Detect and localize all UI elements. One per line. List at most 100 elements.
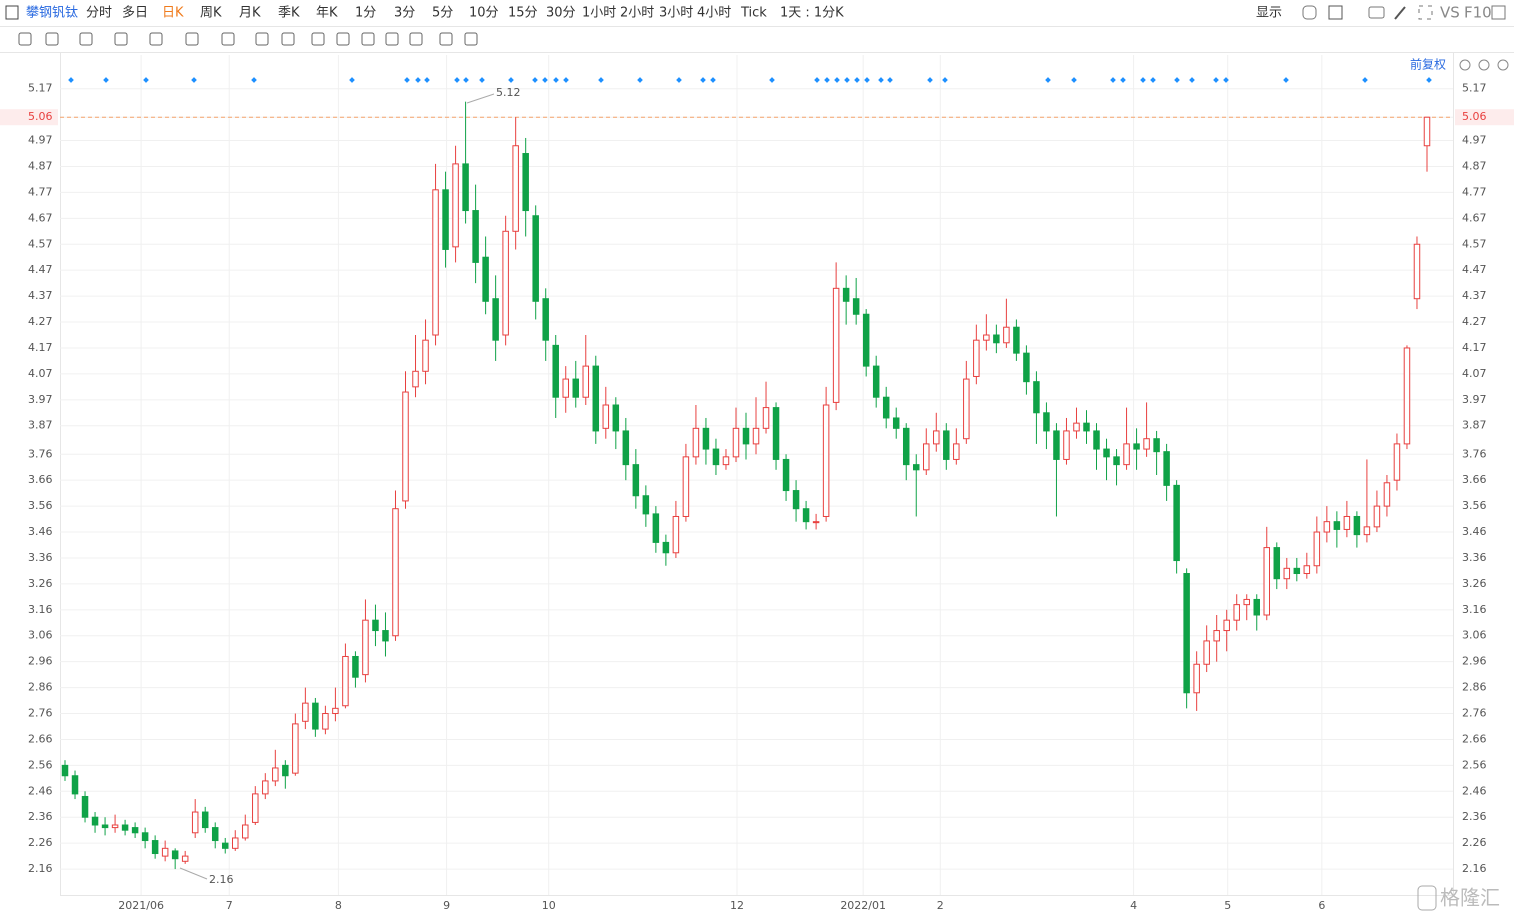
event-marker[interactable] [542,77,548,83]
period-tab[interactable]: 分时 [86,6,112,21]
event-marker[interactable] [1110,77,1116,83]
event-marker[interactable] [942,77,948,83]
period-tab[interactable]: 2小时 [620,6,654,21]
tool-icon[interactable] [114,32,128,46]
event-marker[interactable] [404,77,410,83]
event-marker[interactable] [814,77,820,83]
tool-icon[interactable] [361,32,375,46]
event-marker[interactable] [68,77,74,83]
period-tab[interactable]: 1天 : 1分K [780,6,844,21]
event-marker[interactable] [1283,77,1289,83]
event-marker[interactable] [532,77,538,83]
event-marker[interactable] [143,77,149,83]
sidebar-icon[interactable] [5,5,19,20]
camera-icon[interactable] [1368,6,1385,19]
y-tick-label: 2.26 [28,836,53,849]
tool-icon[interactable] [336,32,350,46]
event-marker[interactable] [700,77,706,83]
period-tab[interactable]: 周K [200,6,222,21]
event-marker[interactable] [1213,77,1219,83]
tool-icon[interactable] [409,32,423,46]
candle-body [1223,619,1230,632]
period-tab[interactable]: 5分 [432,6,453,21]
period-tab[interactable]: 30分 [546,6,576,21]
event-marker[interactable] [463,77,469,83]
tool-icon[interactable] [311,32,325,46]
tool-icon[interactable] [281,32,295,46]
period-tab[interactable]: 15分 [508,6,538,21]
layout-icon[interactable] [1328,5,1343,20]
event-marker[interactable] [1045,77,1051,83]
vs-button[interactable]: VS [1440,4,1460,22]
panel-icon[interactable] [1491,5,1506,20]
period-tab[interactable]: 1分 [355,6,376,21]
event-marker[interactable] [710,77,716,83]
tool-icon[interactable] [79,32,93,46]
period-tab[interactable]: 1小时 [582,6,616,21]
tool-icon[interactable] [18,32,32,46]
event-marker[interactable] [553,77,559,83]
event-marker[interactable] [1150,77,1156,83]
draw-icon[interactable] [1394,6,1406,20]
period-tab[interactable]: 4小时 [697,6,731,21]
undo-icon[interactable] [1459,59,1471,71]
tool-icon[interactable] [439,32,453,46]
fullscreen-icon[interactable] [1418,5,1433,20]
event-marker[interactable] [637,77,643,83]
event-marker[interactable] [864,77,870,83]
settings-icon[interactable] [1302,5,1317,20]
tool-icon[interactable] [149,32,163,46]
event-marker[interactable] [103,77,109,83]
tool-icon[interactable] [464,32,478,46]
stock-name[interactable]: 攀钢钒钛 [26,6,78,21]
event-marker[interactable] [844,77,850,83]
event-marker[interactable] [563,77,569,83]
event-marker[interactable] [424,77,430,83]
event-marker[interactable] [508,77,514,83]
event-marker[interactable] [887,77,893,83]
event-marker[interactable] [854,77,860,83]
event-marker[interactable] [927,77,933,83]
event-marker[interactable] [454,77,460,83]
event-marker[interactable] [676,77,682,83]
tool-icon[interactable] [221,32,235,46]
event-marker[interactable] [1223,77,1229,83]
event-marker[interactable] [1362,77,1368,83]
tool-icon[interactable] [385,32,399,46]
tool-icon[interactable] [185,32,199,46]
tool-icon[interactable] [255,32,269,46]
max-leader [466,93,495,104]
event-marker[interactable] [479,77,485,83]
tool-icon[interactable] [45,32,59,46]
event-marker[interactable] [415,77,421,83]
period-tab[interactable]: Tick [740,6,767,21]
event-marker[interactable] [1189,77,1195,83]
candle-body [582,365,590,398]
event-marker[interactable] [1140,77,1146,83]
zoom-in-icon[interactable] [1497,59,1509,71]
period-tab[interactable]: 3分 [394,6,415,21]
event-marker[interactable] [349,77,355,83]
zoom-out-icon[interactable] [1478,59,1490,71]
period-tab[interactable]: 多日 [122,5,148,21]
event-marker[interactable] [1071,77,1077,83]
event-marker[interactable] [1174,77,1180,83]
event-marker[interactable] [878,77,884,83]
event-marker[interactable] [598,77,604,83]
f10-button[interactable]: F10 [1464,4,1492,22]
event-marker[interactable] [769,77,775,83]
event-marker[interactable] [191,77,197,83]
event-marker[interactable] [251,77,257,83]
period-tab[interactable]: 月K [239,6,261,21]
event-marker[interactable] [834,77,840,83]
display-button[interactable]: 显示 [1256,6,1282,21]
adjust-button[interactable]: 前复权 [1410,57,1446,72]
period-tab[interactable]: 10分 [469,6,499,21]
period-tab[interactable]: 年K [316,6,338,21]
event-marker[interactable] [1426,77,1432,83]
period-tab[interactable]: 季K [278,6,300,21]
event-marker[interactable] [824,77,830,83]
period-tab[interactable]: 3小时 [659,6,693,21]
event-marker[interactable] [1120,77,1126,83]
period-tab[interactable]: 日K [162,6,184,21]
